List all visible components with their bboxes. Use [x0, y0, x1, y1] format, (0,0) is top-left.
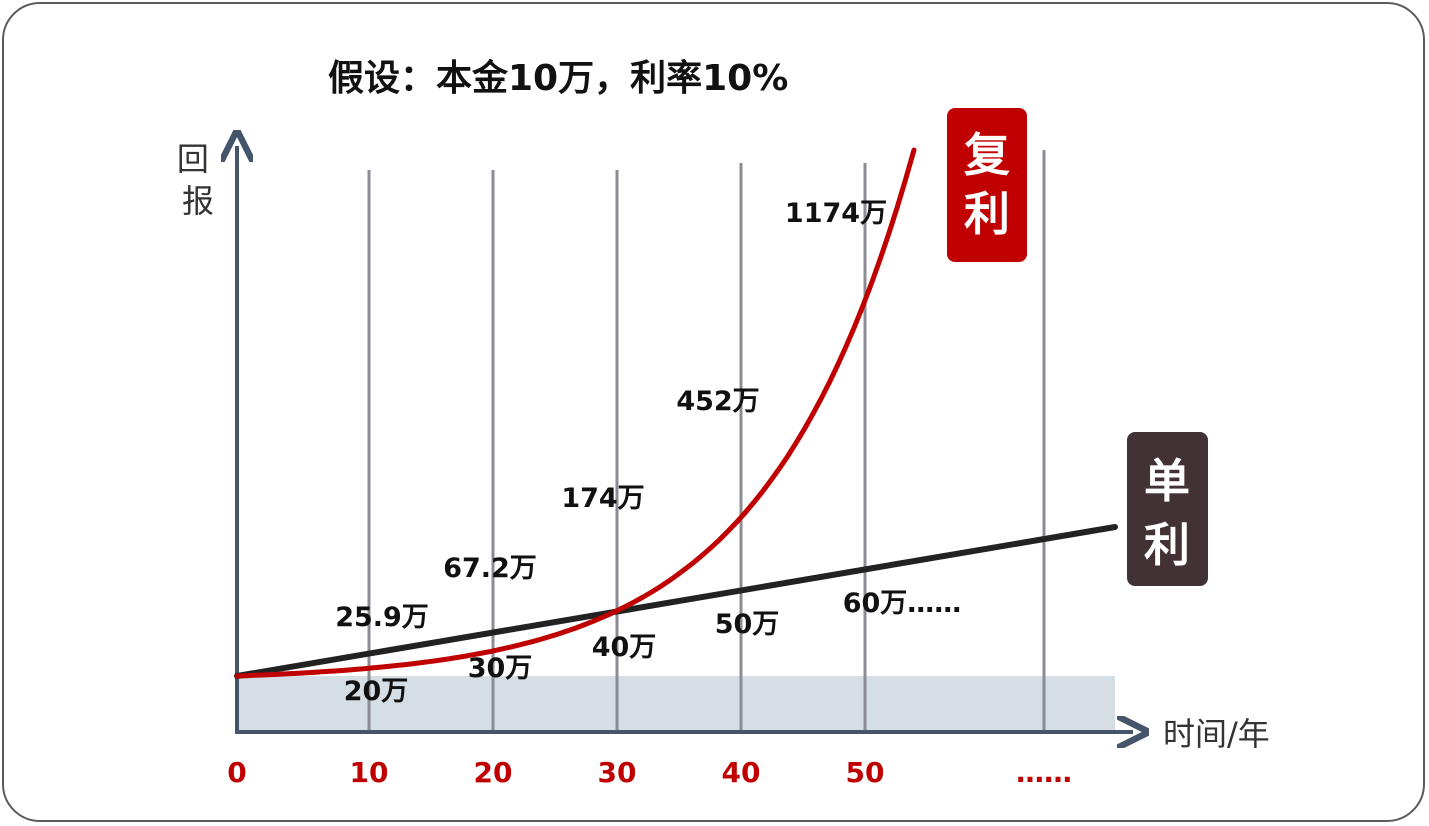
- legend-simple-badge: 单 利: [1127, 432, 1208, 586]
- x-tick-label: ……: [1016, 756, 1072, 789]
- compound-value-label: 25.9万: [335, 602, 429, 633]
- compound-value-label: 67.2万: [443, 553, 537, 584]
- compound-value-label: 1174万: [785, 198, 887, 229]
- x-tick-label: 40: [722, 756, 761, 789]
- compound-value-label: 174万: [561, 483, 644, 514]
- simple-value-label: 30万: [468, 653, 533, 684]
- x-tick-label: 10: [350, 756, 389, 789]
- simple-value-label: 60万……: [843, 588, 962, 619]
- simple-value-label: 20万: [344, 676, 409, 707]
- simple-value-label: 40万: [592, 632, 657, 663]
- chart-title: 假设：本金10万，利率10%: [328, 57, 788, 99]
- x-tick-label: 50: [846, 756, 885, 789]
- y-axis-label: 回 报: [177, 140, 219, 220]
- legend-compound-badge: 复 利: [947, 108, 1027, 262]
- svg-text:利: 利: [964, 187, 1010, 241]
- gridlines: [369, 150, 1044, 732]
- x-tick-label: 0: [227, 756, 246, 789]
- compound-value-label: 452万: [676, 386, 759, 417]
- svg-text:利: 利: [1144, 518, 1190, 572]
- x-tick-label: 30: [598, 756, 637, 789]
- x-tick-label: 20: [474, 756, 513, 789]
- simple-value-label: 50万: [715, 609, 780, 640]
- svg-text:单: 单: [1144, 454, 1190, 508]
- svg-text:复: 复: [964, 128, 1010, 182]
- x-axis-label: 时间/年: [1163, 715, 1270, 753]
